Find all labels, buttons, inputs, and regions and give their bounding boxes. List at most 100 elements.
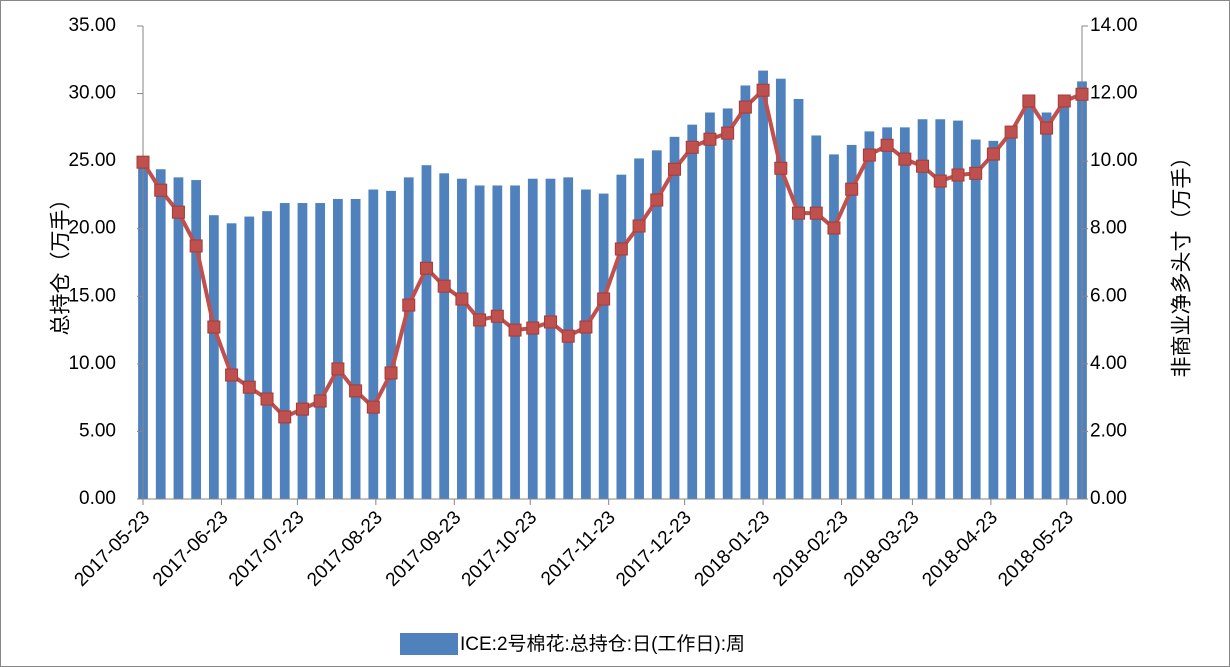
marker bbox=[792, 206, 806, 220]
marker bbox=[313, 394, 327, 408]
marker bbox=[136, 155, 150, 169]
marker bbox=[508, 323, 522, 337]
marker bbox=[490, 309, 504, 323]
bar bbox=[474, 185, 485, 499]
y2-tick-label: 6.00 bbox=[1090, 285, 1127, 306]
marker bbox=[419, 261, 433, 275]
marker bbox=[579, 320, 593, 334]
marker bbox=[668, 162, 682, 176]
marker bbox=[331, 362, 345, 376]
marker bbox=[650, 193, 664, 207]
y-tick-label: 10.00 bbox=[68, 353, 116, 374]
marker bbox=[349, 384, 363, 398]
y-axis-title: 总持仓（万手） bbox=[50, 189, 73, 336]
bar bbox=[279, 203, 290, 499]
legend-label: ICE:2号棉花:总持仓:日(工作日):周 bbox=[460, 633, 745, 655]
bar bbox=[864, 131, 875, 499]
bar bbox=[669, 136, 680, 499]
bar bbox=[988, 140, 999, 499]
marker bbox=[1040, 121, 1054, 135]
marker bbox=[1075, 87, 1089, 101]
bar bbox=[155, 169, 166, 499]
bar bbox=[208, 215, 219, 499]
marker bbox=[614, 242, 628, 256]
marker bbox=[189, 239, 203, 253]
bar bbox=[403, 177, 414, 500]
bar bbox=[457, 178, 467, 499]
bar bbox=[634, 158, 644, 499]
marker bbox=[774, 161, 788, 175]
bar bbox=[935, 119, 946, 500]
bar bbox=[315, 203, 326, 499]
y2-tick-label: 12.00 bbox=[1090, 83, 1138, 104]
marker bbox=[685, 140, 699, 154]
marker bbox=[225, 368, 239, 382]
legend-swatch bbox=[400, 633, 458, 655]
y2-axis-title: 非商业净多头寸（万手） bbox=[1171, 147, 1194, 378]
bar bbox=[1023, 100, 1034, 499]
bar bbox=[439, 173, 450, 499]
y-tick-label: 30.00 bbox=[68, 83, 116, 104]
marker bbox=[845, 182, 859, 196]
marker bbox=[437, 279, 451, 293]
marker bbox=[880, 138, 894, 152]
marker bbox=[260, 392, 274, 406]
y2-tick-label: 4.00 bbox=[1090, 353, 1127, 374]
marker bbox=[898, 152, 912, 166]
marker bbox=[384, 366, 398, 380]
bar bbox=[970, 139, 981, 499]
marker bbox=[721, 126, 735, 140]
bar bbox=[492, 185, 503, 499]
bar bbox=[811, 135, 822, 500]
marker bbox=[526, 321, 540, 335]
y-tick-label: 0.00 bbox=[79, 488, 116, 509]
y-tick-label: 35.00 bbox=[68, 15, 116, 36]
bar bbox=[333, 198, 343, 500]
marker bbox=[951, 168, 965, 182]
y2-tick-label: 10.00 bbox=[1090, 150, 1138, 171]
bar bbox=[846, 144, 857, 499]
marker bbox=[862, 148, 876, 162]
y-tick-label: 25.00 bbox=[68, 150, 116, 171]
bar bbox=[616, 174, 627, 499]
marker bbox=[597, 292, 611, 306]
marker bbox=[171, 205, 185, 219]
marker bbox=[703, 132, 717, 146]
bar bbox=[1059, 100, 1070, 499]
bar bbox=[386, 190, 396, 500]
marker bbox=[916, 159, 930, 173]
marker bbox=[543, 315, 557, 329]
bar bbox=[722, 108, 733, 500]
marker bbox=[561, 329, 575, 343]
bar bbox=[775, 78, 786, 499]
y2-tick-label: 8.00 bbox=[1090, 218, 1127, 239]
bar bbox=[421, 165, 432, 499]
bar bbox=[917, 119, 928, 500]
y-tick-label: 5.00 bbox=[79, 420, 116, 441]
bar bbox=[882, 127, 892, 499]
y2-tick-label: 2.00 bbox=[1090, 420, 1127, 441]
bar bbox=[705, 112, 715, 500]
marker bbox=[154, 183, 168, 197]
marker bbox=[933, 174, 947, 188]
bar bbox=[510, 185, 520, 499]
marker bbox=[986, 147, 1000, 161]
bar bbox=[758, 70, 768, 500]
marker bbox=[632, 219, 646, 233]
bar bbox=[598, 193, 609, 499]
marker bbox=[738, 100, 752, 114]
y2-tick-label: 14.00 bbox=[1090, 15, 1138, 36]
marker bbox=[366, 400, 380, 414]
bar bbox=[527, 178, 538, 499]
marker bbox=[1057, 94, 1071, 108]
bar bbox=[581, 189, 591, 499]
bar bbox=[1041, 112, 1052, 500]
marker bbox=[455, 292, 469, 306]
y-tick-label: 15.00 bbox=[68, 285, 116, 306]
bar bbox=[226, 223, 237, 499]
marker bbox=[402, 298, 416, 312]
bar bbox=[297, 203, 308, 499]
bar bbox=[651, 150, 662, 499]
bar bbox=[687, 124, 698, 499]
